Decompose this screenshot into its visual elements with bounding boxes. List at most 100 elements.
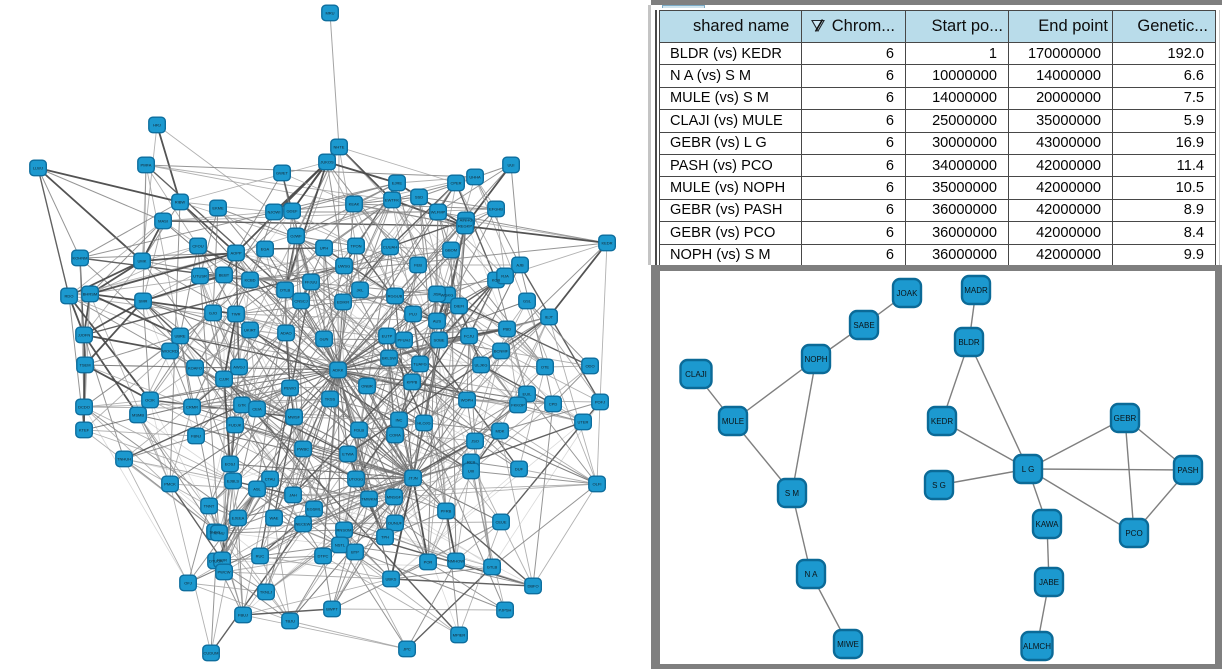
svg-text:DIEFI: DIEFI	[454, 304, 464, 309]
svg-text:INC: INC	[396, 418, 403, 423]
svg-text:TPH: TPH	[381, 535, 389, 540]
svg-text:NSTL: NSTL	[335, 543, 346, 548]
svg-text:BWPT: BWPT	[326, 607, 338, 612]
svg-text:GSL: GSL	[523, 299, 532, 304]
svg-text:TKNLJ: TKNLJ	[260, 590, 272, 595]
svg-text:NHTE: NHTE	[334, 145, 345, 150]
svg-text:ASL: ASL	[253, 487, 261, 492]
svg-text:CORA: CORA	[389, 433, 401, 438]
svg-text:FDLB: FDLB	[354, 428, 365, 433]
svg-text:MADR: MADR	[964, 286, 988, 295]
svg-text:GJO: GJO	[209, 311, 217, 316]
svg-text:NECEW: NECEW	[296, 522, 311, 527]
svg-text:UPH: UPH	[320, 246, 329, 251]
svg-text:MPIER: MPIER	[453, 633, 466, 638]
svg-text:BEBT: BEBT	[219, 273, 230, 278]
svg-text:JUKOS: JUKOS	[320, 160, 334, 165]
svg-text:MWSF: MWSF	[288, 415, 301, 420]
svg-text:CRMR: CRMR	[186, 405, 198, 410]
svg-text:CNSCJ: CNSCJ	[294, 299, 307, 304]
svg-text:JKL: JKL	[357, 288, 365, 293]
svg-text:EUTP: EUTP	[382, 334, 393, 339]
svg-text:EGA: EGA	[261, 247, 270, 252]
svg-text:WGKG: WGKG	[441, 293, 454, 298]
svg-text:AINHG: AINHG	[460, 218, 473, 223]
svg-text:ADKK: ADKK	[333, 368, 344, 373]
svg-text:BTP: BTP	[351, 550, 359, 555]
svg-text:OTE: OTE	[541, 365, 550, 370]
svg-text:JISK: JISK	[433, 292, 442, 297]
svg-text:KAWA: KAWA	[1036, 520, 1060, 529]
svg-text:ODO: ODO	[585, 364, 594, 369]
svg-text:UUI: UUI	[508, 163, 515, 168]
svg-text:CEUE: CEUE	[495, 520, 506, 525]
svg-text:BCNMF: BCNMF	[494, 349, 509, 354]
svg-text:TNNT: TNNT	[204, 504, 215, 509]
svg-text:LLWJ: LLWJ	[33, 166, 43, 171]
svg-text:EJBLS: EJBLS	[227, 479, 240, 484]
svg-text:OJWF: OJWF	[290, 234, 302, 239]
svg-text:CUDUM: CUDUM	[204, 651, 219, 656]
svg-text:SABE: SABE	[853, 321, 874, 330]
svg-text:POR: POR	[424, 560, 433, 565]
svg-text:PWCW: PWCW	[217, 570, 230, 575]
svg-text:PBD: PBD	[503, 327, 511, 332]
svg-text:EGSML: EGSML	[307, 507, 322, 512]
svg-text:GTLB: GTLB	[487, 565, 498, 570]
svg-text:CPD: CPD	[549, 402, 558, 407]
svg-text:OTLB: OTLB	[280, 288, 291, 293]
svg-text:JSO: JSO	[471, 439, 479, 444]
svg-text:JOAK: JOAK	[897, 289, 919, 298]
svg-text:TPON: TPON	[350, 244, 361, 249]
svg-text:FCJU: FCJU	[464, 334, 474, 339]
svg-text:CJJR: CJJR	[219, 377, 229, 382]
svg-text:JTJN: JTJN	[408, 476, 417, 481]
svg-text:AWGJ: AWGJ	[233, 365, 244, 370]
svg-text:KPPB: KPPB	[407, 380, 418, 385]
svg-text:PUJ: PUJ	[409, 312, 417, 317]
svg-text:TMWKM: TMWKM	[361, 497, 377, 502]
svg-text:AOPP: AOPP	[230, 251, 241, 256]
svg-text:SMR: SMR	[139, 299, 148, 304]
svg-text:UTER: UTER	[578, 420, 589, 425]
svg-text:HLOJG: HLOJG	[417, 421, 430, 426]
svg-text:UTOGG: UTOGG	[349, 477, 364, 482]
svg-text:RDO: RDO	[65, 294, 74, 299]
svg-text:UWSG: UWSG	[338, 264, 350, 269]
svg-text:NJOWI: NJOWI	[268, 210, 281, 215]
svg-text:WOCRD: WOCRD	[162, 349, 178, 354]
svg-text:MASI: MASI	[158, 219, 168, 224]
svg-text:WAE: WAE	[270, 516, 279, 521]
svg-text:WOPH: WOPH	[461, 398, 474, 403]
svg-text:UIII: UIII	[468, 469, 474, 474]
svg-text:FFJUU: FFJUU	[305, 280, 318, 285]
svg-text:BKLSW: BKLSW	[382, 356, 396, 361]
svg-text:EKME: EKME	[212, 206, 224, 211]
svg-text:DTUOK: DTUOK	[209, 559, 223, 564]
svg-text:OLFI: OLFI	[593, 482, 602, 487]
svg-text:RNSOM: RNSOM	[337, 528, 352, 533]
svg-text:POFJ: POFJ	[595, 400, 605, 405]
svg-text:DCDO: DCDO	[78, 405, 90, 410]
svg-text:GWET: GWET	[276, 171, 289, 176]
svg-text:CLAJI: CLAJI	[685, 370, 707, 379]
svg-text:KOB: KOB	[492, 278, 501, 283]
svg-text:TUAFG: TUAFG	[413, 362, 427, 367]
svg-text:JJOFN: JJOFN	[78, 333, 91, 338]
svg-text:UHHA: UHHA	[469, 175, 481, 180]
svg-text:CFOU: CFOU	[192, 244, 203, 249]
svg-text:ADAO: ADAO	[280, 331, 291, 336]
svg-text:TSEM: TSEM	[79, 363, 90, 368]
svg-text:ALMCH: ALMCH	[1023, 642, 1051, 651]
svg-text:KOHNM: KOHNM	[73, 256, 88, 261]
svg-text:ETWA: ETWA	[342, 452, 354, 457]
svg-text:MULE: MULE	[722, 417, 744, 426]
svg-text:EOSJ: EOSJ	[225, 462, 235, 467]
svg-text:GBOM: GBOM	[445, 248, 457, 253]
svg-text:PFRB: PFRB	[441, 509, 452, 514]
svg-text:PASH: PASH	[1177, 466, 1198, 475]
svg-text:ONBR: ONBR	[361, 384, 373, 389]
svg-text:KEDR: KEDR	[601, 241, 612, 246]
svg-text:JABE: JABE	[1039, 578, 1059, 587]
svg-text:UMK: UMK	[138, 259, 147, 264]
